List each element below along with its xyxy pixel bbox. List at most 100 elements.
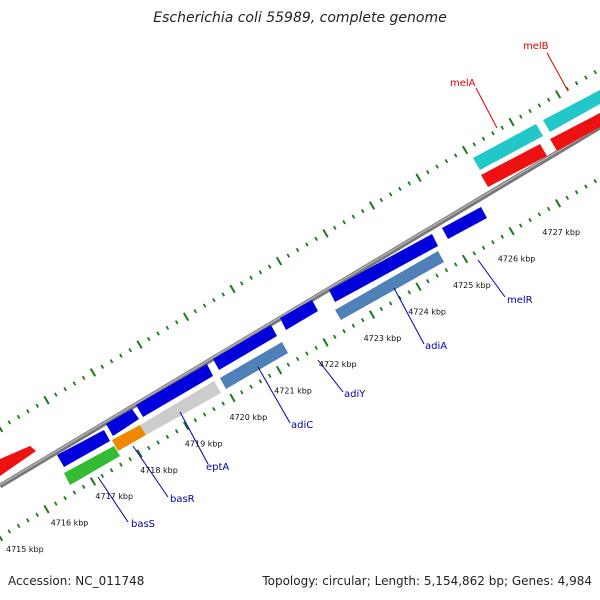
forward-strand-features	[64, 251, 444, 485]
inner-track-tick	[322, 337, 329, 347]
inner-track-tick	[81, 484, 86, 490]
accession-line: Accession: NC_011748	[8, 574, 144, 588]
position-label: 4722 kbp	[319, 360, 357, 369]
leader-adiY	[317, 359, 344, 393]
inner-track-tick	[426, 279, 430, 284]
gene-label-eptA[interactable]: eptA	[206, 462, 229, 473]
inner-track-tick	[109, 468, 114, 473]
inner-track-tick	[89, 477, 97, 486]
outer-track-tick	[333, 225, 337, 230]
cds-top-cyan-melB[interactable]	[543, 90, 600, 132]
outer-track-tick	[35, 403, 39, 408]
outer-track-tick	[128, 347, 132, 353]
outer-track-tick	[322, 228, 329, 238]
inner-track-tick	[221, 401, 225, 406]
outer-track-tick	[305, 242, 309, 247]
position-label: 4726 kbp	[498, 255, 536, 264]
inner-track-tick	[519, 223, 523, 228]
cds-top-red-left[interactable]	[0, 446, 36, 476]
inner-track-tick	[546, 206, 551, 212]
gene-label-basR[interactable]: basR	[170, 494, 195, 505]
inner-track-tick	[584, 184, 588, 189]
outer-track-tick	[368, 201, 376, 210]
inner-track-tick	[229, 393, 236, 403]
outer-track-tick	[240, 281, 244, 286]
cds-adiA[interactable]	[335, 251, 444, 320]
leader-eptA	[179, 411, 209, 465]
cds-basS[interactable]	[64, 446, 120, 485]
inner-track-tick	[43, 504, 50, 514]
outer-track-tick	[500, 125, 504, 130]
outer-track-tick	[43, 395, 50, 405]
leader-melA	[475, 87, 498, 129]
position-label: 4724 kbp	[408, 307, 446, 316]
topology-label: Topology:	[262, 574, 319, 588]
gene-label-melA[interactable]: melA	[450, 78, 476, 89]
outer-track-tick	[379, 197, 384, 203]
outer-track-tick	[249, 275, 253, 280]
inner-track-tick	[275, 365, 283, 375]
inner-track-tick	[202, 412, 207, 417]
inner-track-tick	[240, 390, 244, 395]
outer-track-tick	[351, 214, 356, 219]
cds-top-red-melA[interactable]	[481, 144, 547, 187]
accession-value: NC_011748	[75, 574, 145, 588]
gene-label-adiA[interactable]: adiA	[425, 341, 447, 352]
cds-basR[interactable]	[112, 425, 146, 451]
length-value: 5,154,862 bp	[423, 574, 504, 588]
outer-track-tick	[275, 256, 283, 266]
map-title: Escherichia coli 55989, complete genome	[153, 10, 447, 26]
inner-track-tick	[574, 190, 579, 195]
cds-top-blue-4[interactable]	[213, 325, 277, 370]
outer-track-tick	[54, 392, 58, 397]
gene-label-melB[interactable]: melB	[523, 41, 549, 52]
cds-top-blue-5[interactable]	[280, 300, 318, 330]
cds-top-blue-7[interactable]	[442, 207, 487, 239]
gene-label-adiC[interactable]: adiC	[291, 420, 313, 431]
outer-track-tick	[415, 173, 422, 183]
inner-track-tick	[54, 501, 58, 506]
inner-track-tick	[63, 495, 67, 501]
cds-eptA[interactable]	[140, 381, 221, 435]
position-label: 4720 kbp	[230, 413, 268, 422]
outer-track-tick	[295, 247, 300, 253]
gene-label-melR[interactable]: melR	[507, 295, 533, 306]
outer-track-tick	[407, 181, 411, 186]
cds-top-blue-1[interactable]	[57, 430, 110, 467]
inner-track-tick	[351, 323, 356, 328]
cds-top-cyan-melA[interactable]	[473, 124, 543, 170]
outer-track-tick	[491, 131, 495, 136]
inner-track-tick	[461, 254, 469, 264]
outer-track-tick	[81, 375, 86, 381]
inner-track-tick	[415, 282, 422, 292]
outer-track-tick	[453, 153, 458, 158]
gene-label-basS[interactable]: basS	[131, 519, 155, 530]
inner-track-tick	[314, 345, 318, 351]
cds-top-blue-3[interactable]	[136, 364, 213, 417]
inner-track-tick	[267, 373, 272, 378]
genes-label: Genes:	[511, 574, 554, 588]
position-label: 4718 kbp	[140, 466, 178, 475]
outer-track-tick	[426, 170, 430, 175]
outer-track-tick	[229, 284, 236, 294]
cds-top-blue-6[interactable]	[329, 234, 438, 302]
gene-label-adiY[interactable]: adiY	[344, 389, 366, 400]
inner-track-tick	[72, 490, 77, 495]
inner-track-tick	[16, 523, 21, 529]
position-label: 4723 kbp	[364, 334, 402, 343]
outer-track-tick	[286, 253, 291, 258]
cds-top-blue-2[interactable]	[106, 409, 139, 436]
inner-track-tick	[156, 440, 160, 445]
inner-track-tick	[537, 212, 542, 217]
cds-top-red-melB[interactable]	[550, 113, 600, 151]
outer-track-tick	[481, 136, 486, 141]
inner-track-tick	[119, 462, 123, 467]
inner-track-tick	[165, 434, 170, 440]
cds-adiC[interactable]	[220, 342, 288, 389]
label-leaders	[97, 52, 569, 523]
outer-track-tick	[63, 386, 67, 392]
outer-track-tick	[165, 325, 170, 331]
reverse-strand-features	[0, 90, 600, 476]
inner-track-tick	[147, 445, 151, 451]
